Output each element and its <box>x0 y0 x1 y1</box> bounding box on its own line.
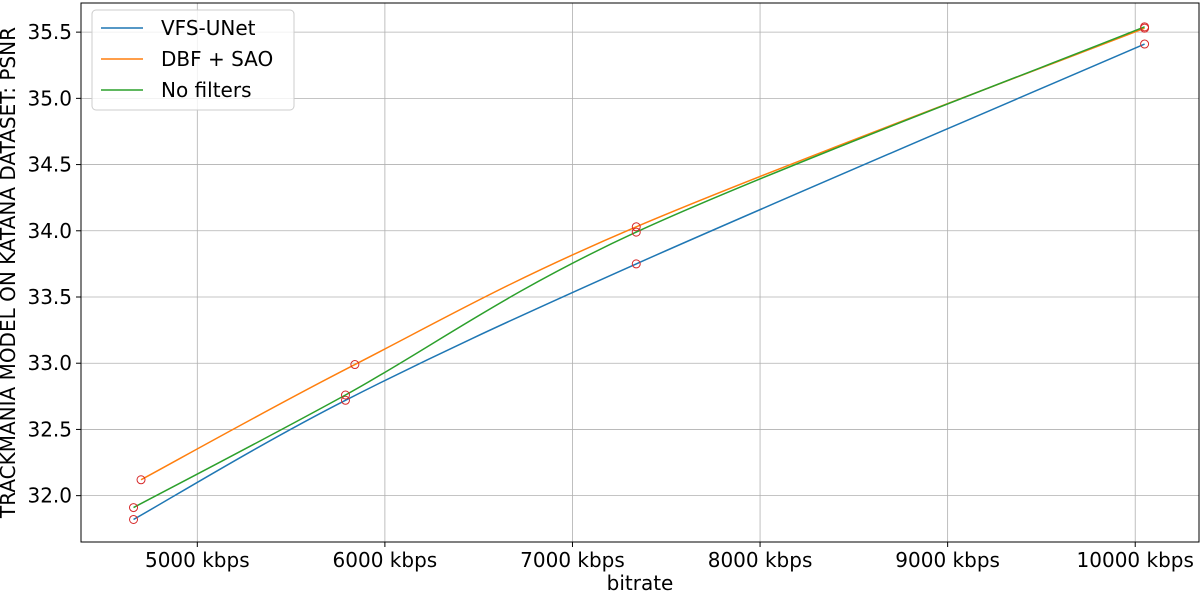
legend-label-no-filters: No filters <box>161 78 252 102</box>
legend-label-vfs-unet: VFS-UNet <box>161 16 256 40</box>
legend: VFS-UNet DBF + SAO No filters <box>91 9 295 111</box>
y-tick-label: 33.0 <box>27 351 72 375</box>
data-point-vfs-unet <box>340 395 350 405</box>
x-tick-label: 9000 kbps <box>895 548 1000 572</box>
y-tick-label: 34.0 <box>27 219 72 243</box>
data-point-dbf-sao <box>136 475 146 485</box>
data-point-dbf-sao <box>631 222 641 232</box>
y-tick-label: 35.5 <box>27 20 72 44</box>
series-line-no-filters <box>133 26 1145 509</box>
data-point-no-filters <box>631 227 641 237</box>
x-tick-label: 10000 kbps <box>1077 548 1194 572</box>
data-point-no-filters <box>340 390 350 400</box>
x-tick-label: 8000 kbps <box>708 548 813 572</box>
y-tick-label: 32.0 <box>27 484 72 508</box>
x-tick-label: 5000 kbps <box>145 548 250 572</box>
legend-label-dbf-sao: DBF + SAO <box>161 47 273 71</box>
y-tick-label: 34.5 <box>27 153 72 177</box>
data-point-vfs-unet <box>1140 39 1150 49</box>
data-point-vfs-unet <box>129 514 139 524</box>
x-axis-label: bitrate <box>607 571 674 594</box>
y-tick-label: 35.0 <box>27 86 72 110</box>
data-point-no-filters <box>129 503 139 513</box>
y-tick-label: 33.5 <box>27 285 72 309</box>
y-tick-label: 32.5 <box>27 417 72 441</box>
series-line-vfs-unet <box>133 43 1145 521</box>
y-axis-label: TRACKMANIA MODEL ON KATANA DATASET: PSNR <box>0 27 20 519</box>
x-tick-label: 7000 kbps <box>520 548 625 572</box>
x-tick-label: 6000 kbps <box>333 548 438 572</box>
series-group <box>129 22 1150 524</box>
data-point-vfs-unet <box>631 259 641 269</box>
x-axis: 5000 kbps 6000 kbps 7000 kbps 8000 kbps 9000… <box>145 542 1194 572</box>
grid <box>81 3 1199 542</box>
data-point-no-filters <box>1140 22 1150 32</box>
y-axis: 32.0 32.5 33.0 33.5 34.0 34.5 35.0 35.5 <box>27 20 81 508</box>
data-point-dbf-sao <box>350 360 360 370</box>
legend-box <box>91 9 295 111</box>
plot-frame <box>80 2 1200 543</box>
